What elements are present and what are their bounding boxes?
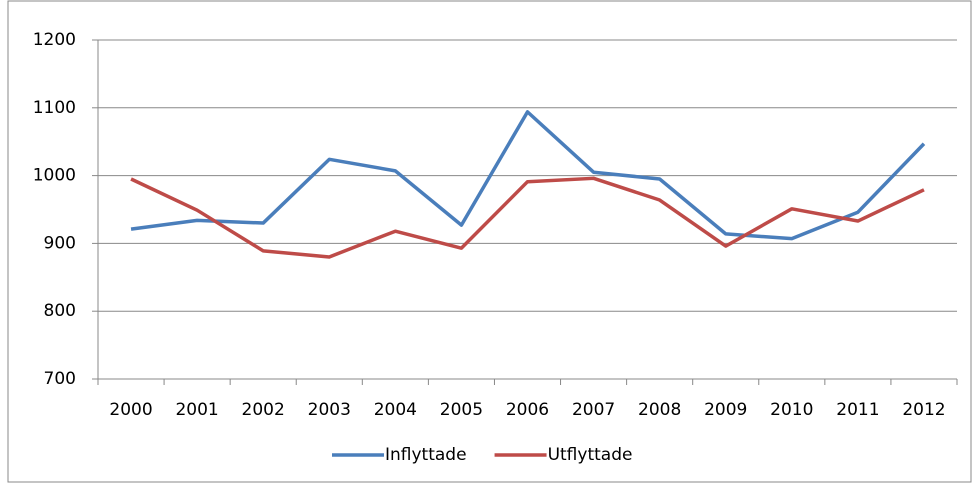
x-tick-label: 2002 [242,400,285,420]
x-tick-label: 2008 [638,400,681,420]
legend-label: Utflyttade [548,445,633,465]
y-tick-label: 700 [44,369,76,389]
x-tick-label: 2000 [109,400,152,420]
y-tick-label: 800 [44,301,76,321]
x-tick-label: 2007 [572,400,615,420]
y-tick-label: 1100 [33,98,76,118]
y-tick-label: 900 [44,233,76,253]
x-tick-label: 2004 [374,400,417,420]
x-tick-label: 2012 [902,400,945,420]
series-line [130,110,926,241]
x-tick-label: 2003 [308,400,351,420]
x-tick-label: 2001 [175,400,218,420]
series-line [130,176,925,259]
x-tick-label: 2011 [836,400,879,420]
x-tick-label: 2005 [440,400,483,420]
y-tick-label: 1200 [33,30,76,50]
x-tick-label: 2006 [506,400,549,420]
legend-label: Inflyttade [385,445,467,465]
chart-border [7,0,972,483]
x-tick-label: 2010 [770,400,813,420]
y-tick-label: 1000 [33,166,76,186]
x-tick-label: 2009 [704,400,747,420]
